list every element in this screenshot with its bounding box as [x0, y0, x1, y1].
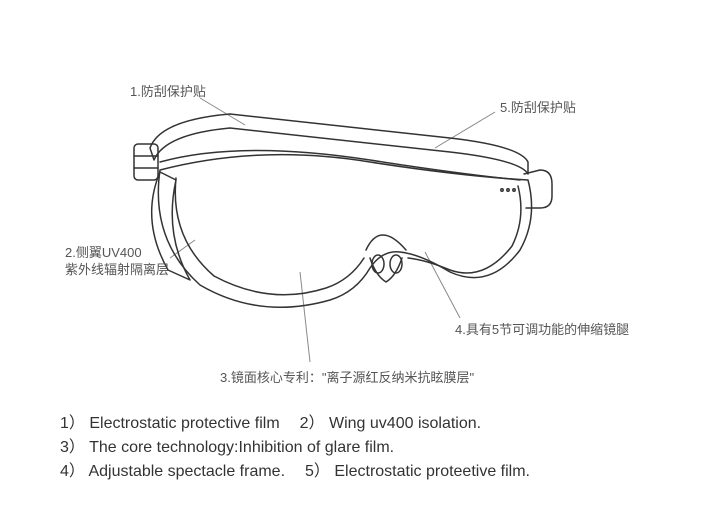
callout-3: 3.镜面核心专利："离子源红反纳米抗眩膜层": [220, 370, 474, 387]
legend-num: 4）: [60, 463, 85, 480]
legend-text: Electrostatic protective film: [89, 415, 279, 432]
callout-4: 4.具有5节可调功能的伸缩镜腿: [455, 322, 629, 339]
callout-5: 5.防刮保护贴: [500, 100, 576, 117]
legend-text: Wing uv400 isolation.: [329, 415, 481, 432]
legend-num: 2）: [300, 415, 325, 432]
legend-text: Electrostatic proteetive film.: [334, 463, 530, 480]
legend: 1） Electrostatic protective film 2） Wing…: [60, 412, 660, 484]
diagram-area: 1.防刮保护贴 2.侧翼UV400 紫外线辐射隔离层 3.镜面核心专利："离子源…: [0, 0, 704, 410]
legend-item-1: 1） Electrostatic protective film: [60, 412, 280, 436]
legend-num: 5）: [305, 463, 330, 480]
legend-item-5: 5） Electrostatic proteetive film.: [305, 460, 530, 484]
legend-num: 1）: [60, 415, 85, 432]
legend-item-3: 3） The core technology:Inhibition of gla…: [60, 436, 394, 460]
legend-text: Adjustable spectacle frame.: [88, 463, 285, 480]
legend-item-2: 2） Wing uv400 isolation.: [300, 412, 481, 436]
legend-text: The core technology:Inhibition of glare …: [89, 439, 394, 456]
callout-2: 2.侧翼UV400 紫外线辐射隔离层: [65, 245, 169, 279]
legend-num: 3）: [60, 439, 85, 456]
legend-item-4: 4） Adjustable spectacle frame.: [60, 460, 285, 484]
glasses-drawing: [120, 100, 560, 330]
callout-1: 1.防刮保护贴: [130, 84, 206, 101]
